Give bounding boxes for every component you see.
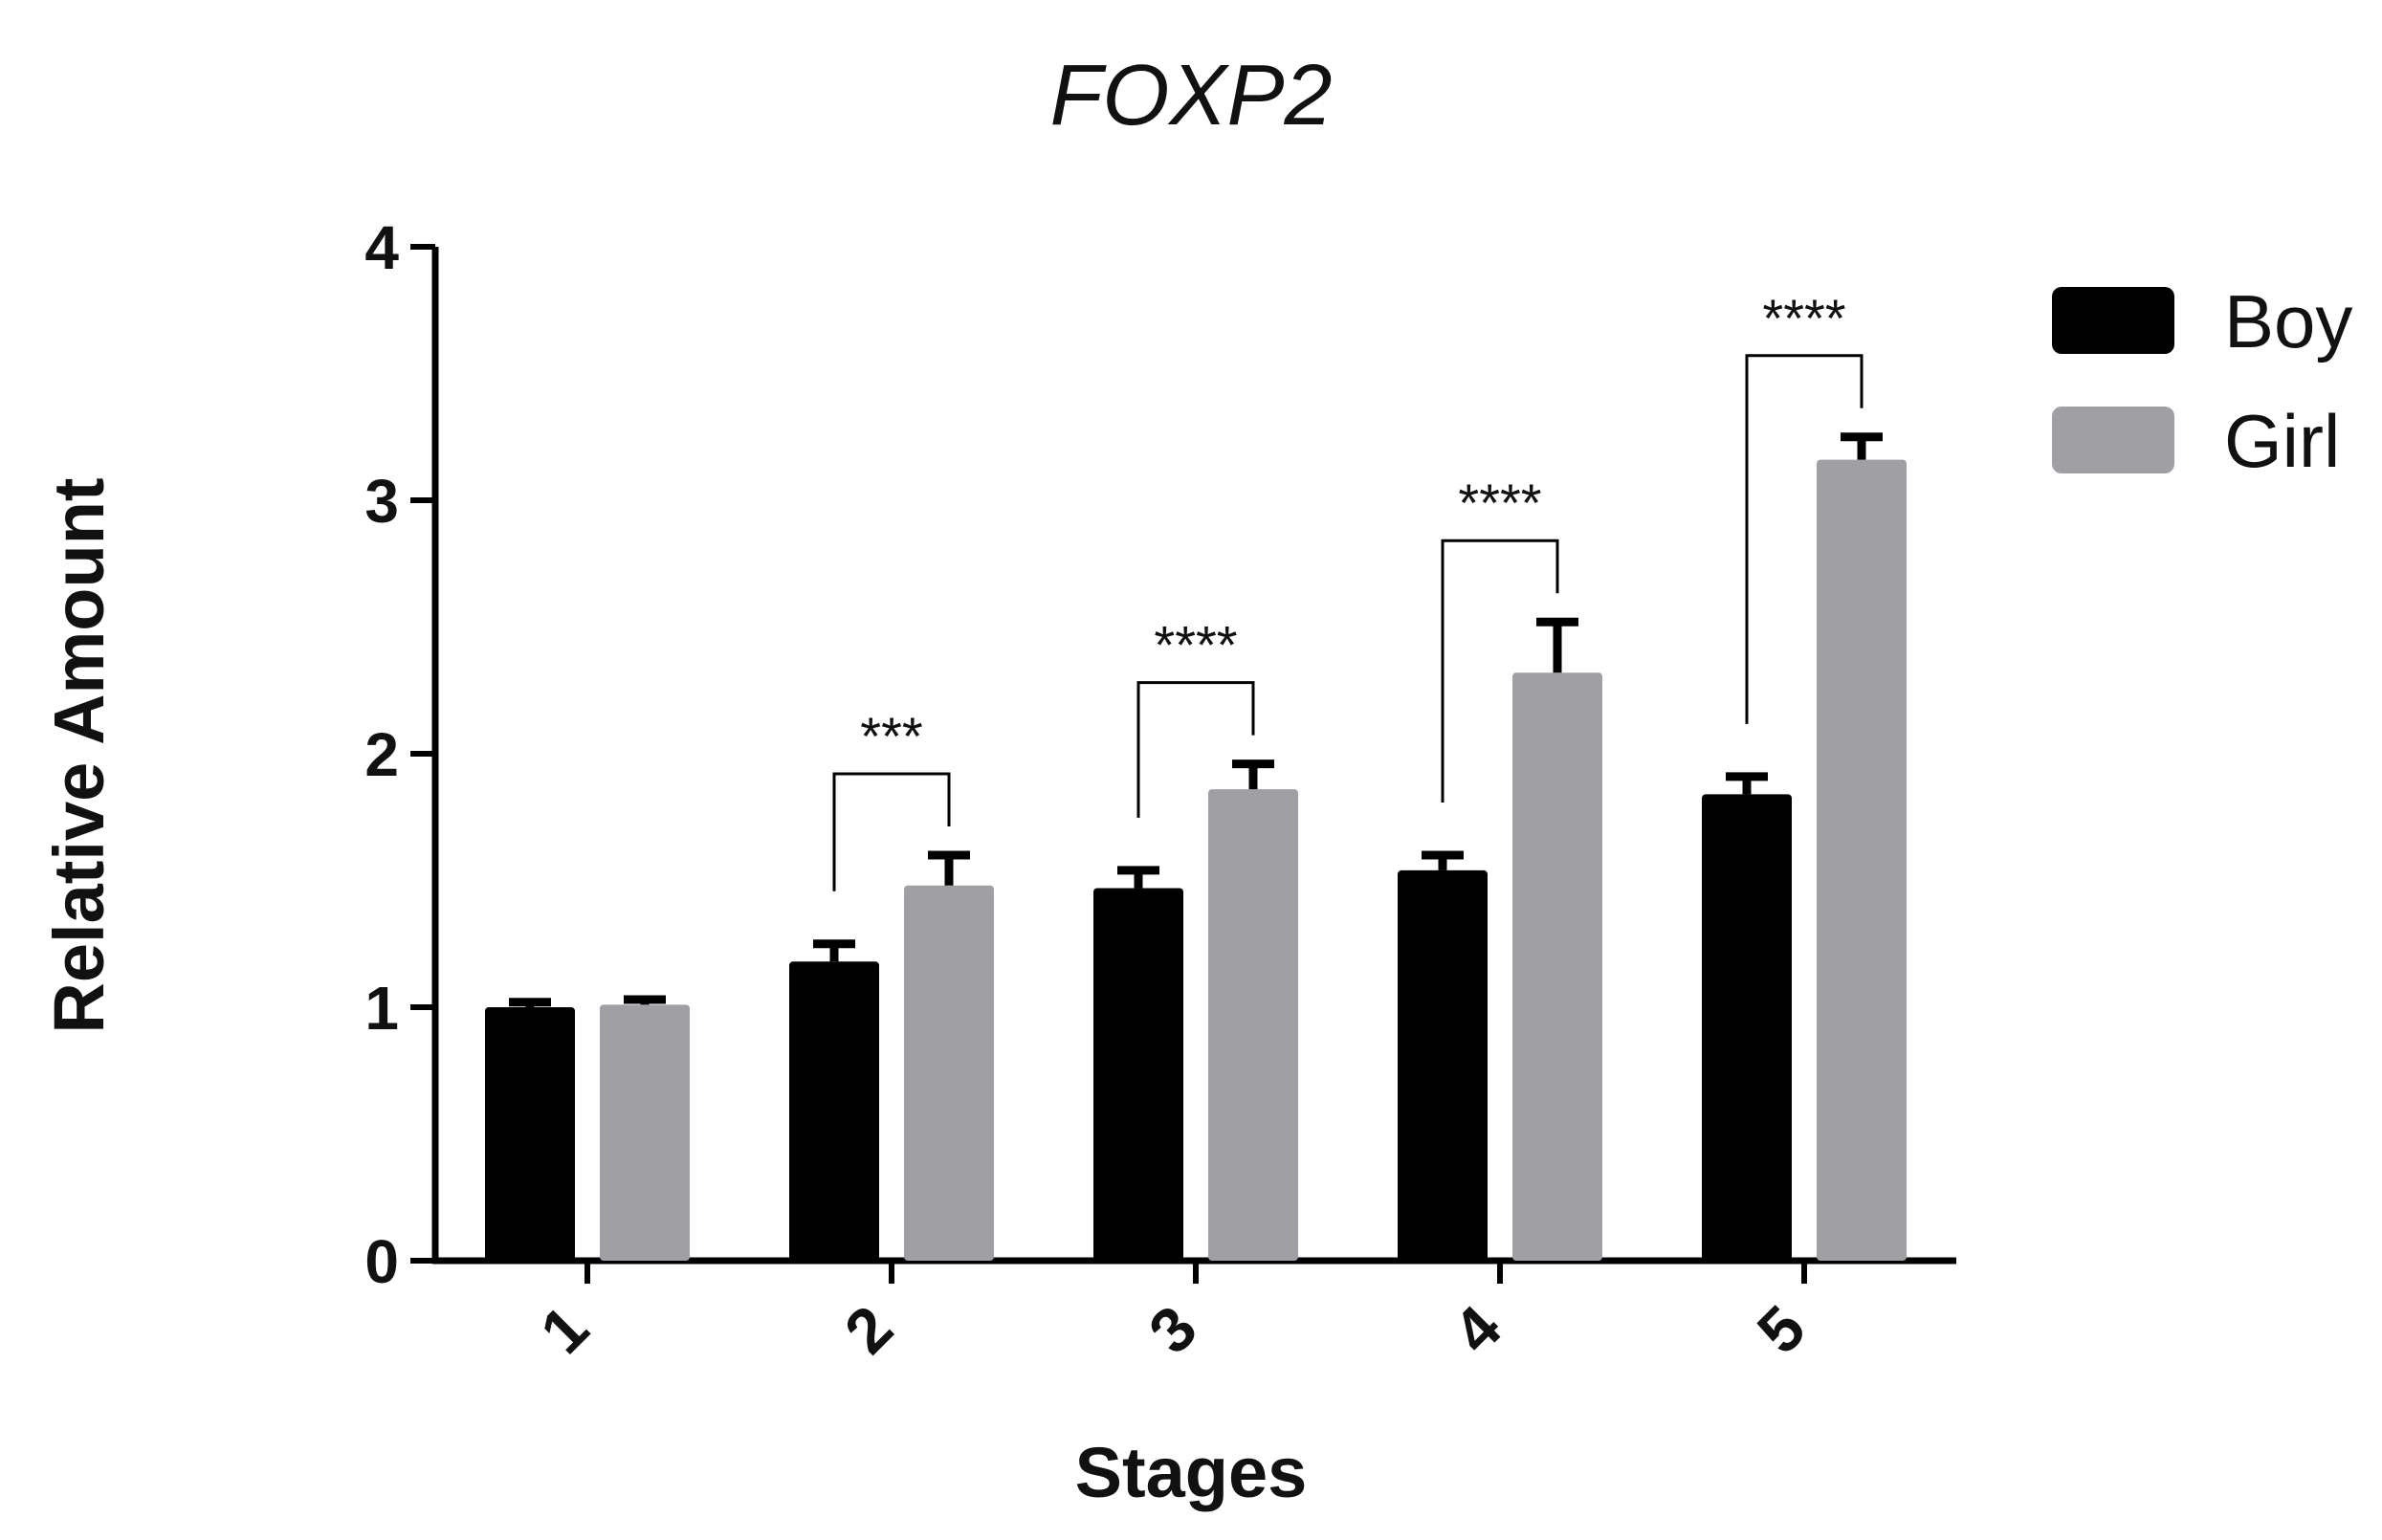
x-tick-label: 3 bbox=[1136, 1292, 1210, 1367]
significance-label-stage-5: **** bbox=[1762, 288, 1845, 348]
bar-girl-stage-5 bbox=[1817, 459, 1907, 1262]
chart-title: FOXP2 bbox=[1049, 48, 1332, 143]
bar-girl-stage-1 bbox=[600, 1004, 690, 1261]
y-tick-label: 0 bbox=[364, 1227, 399, 1296]
bar-girl-stage-2 bbox=[904, 885, 994, 1261]
bar-boy-stage-5 bbox=[1702, 794, 1792, 1261]
bar-girl-stage-3 bbox=[1208, 789, 1298, 1261]
y-tick-label: 4 bbox=[364, 213, 399, 282]
legend-swatch-girl bbox=[2052, 407, 2174, 473]
y-tick-label: 3 bbox=[364, 467, 399, 536]
bar-boy-stage-1 bbox=[485, 1007, 575, 1261]
significance-label-stage-4: **** bbox=[1458, 473, 1541, 533]
significance-bracket-stage-2 bbox=[832, 772, 951, 891]
legend: Boy Girl bbox=[2052, 279, 2352, 483]
bar-boy-stage-2 bbox=[789, 961, 879, 1261]
bar-girl-stage-4 bbox=[1512, 672, 1602, 1261]
x-tick-label: 5 bbox=[1744, 1292, 1819, 1367]
legend-label-girl: Girl bbox=[2224, 399, 2340, 483]
bar-boy-stage-4 bbox=[1398, 869, 1488, 1261]
y-tick-label: 2 bbox=[364, 720, 399, 789]
significance-bracket-stage-5 bbox=[1745, 354, 1864, 724]
y-axis-label: Relative Amount bbox=[39, 477, 119, 1033]
x-axis-label: Stages bbox=[1075, 1433, 1308, 1512]
significance-bracket-stage-4 bbox=[1441, 539, 1559, 803]
y-tick-label: 1 bbox=[364, 974, 399, 1043]
bar-boy-stage-3 bbox=[1093, 888, 1183, 1261]
x-tick-label: 2 bbox=[831, 1292, 906, 1367]
significance-bracket-stage-3 bbox=[1136, 681, 1255, 818]
significance-label-stage-2: *** bbox=[860, 706, 922, 766]
x-tick-label: 4 bbox=[1440, 1291, 1514, 1366]
significance-label-stage-3: **** bbox=[1154, 615, 1237, 675]
legend-swatch-boy bbox=[2052, 287, 2174, 354]
x-tick-label: 1 bbox=[527, 1292, 602, 1367]
legend-label-boy: Boy bbox=[2224, 279, 2352, 363]
